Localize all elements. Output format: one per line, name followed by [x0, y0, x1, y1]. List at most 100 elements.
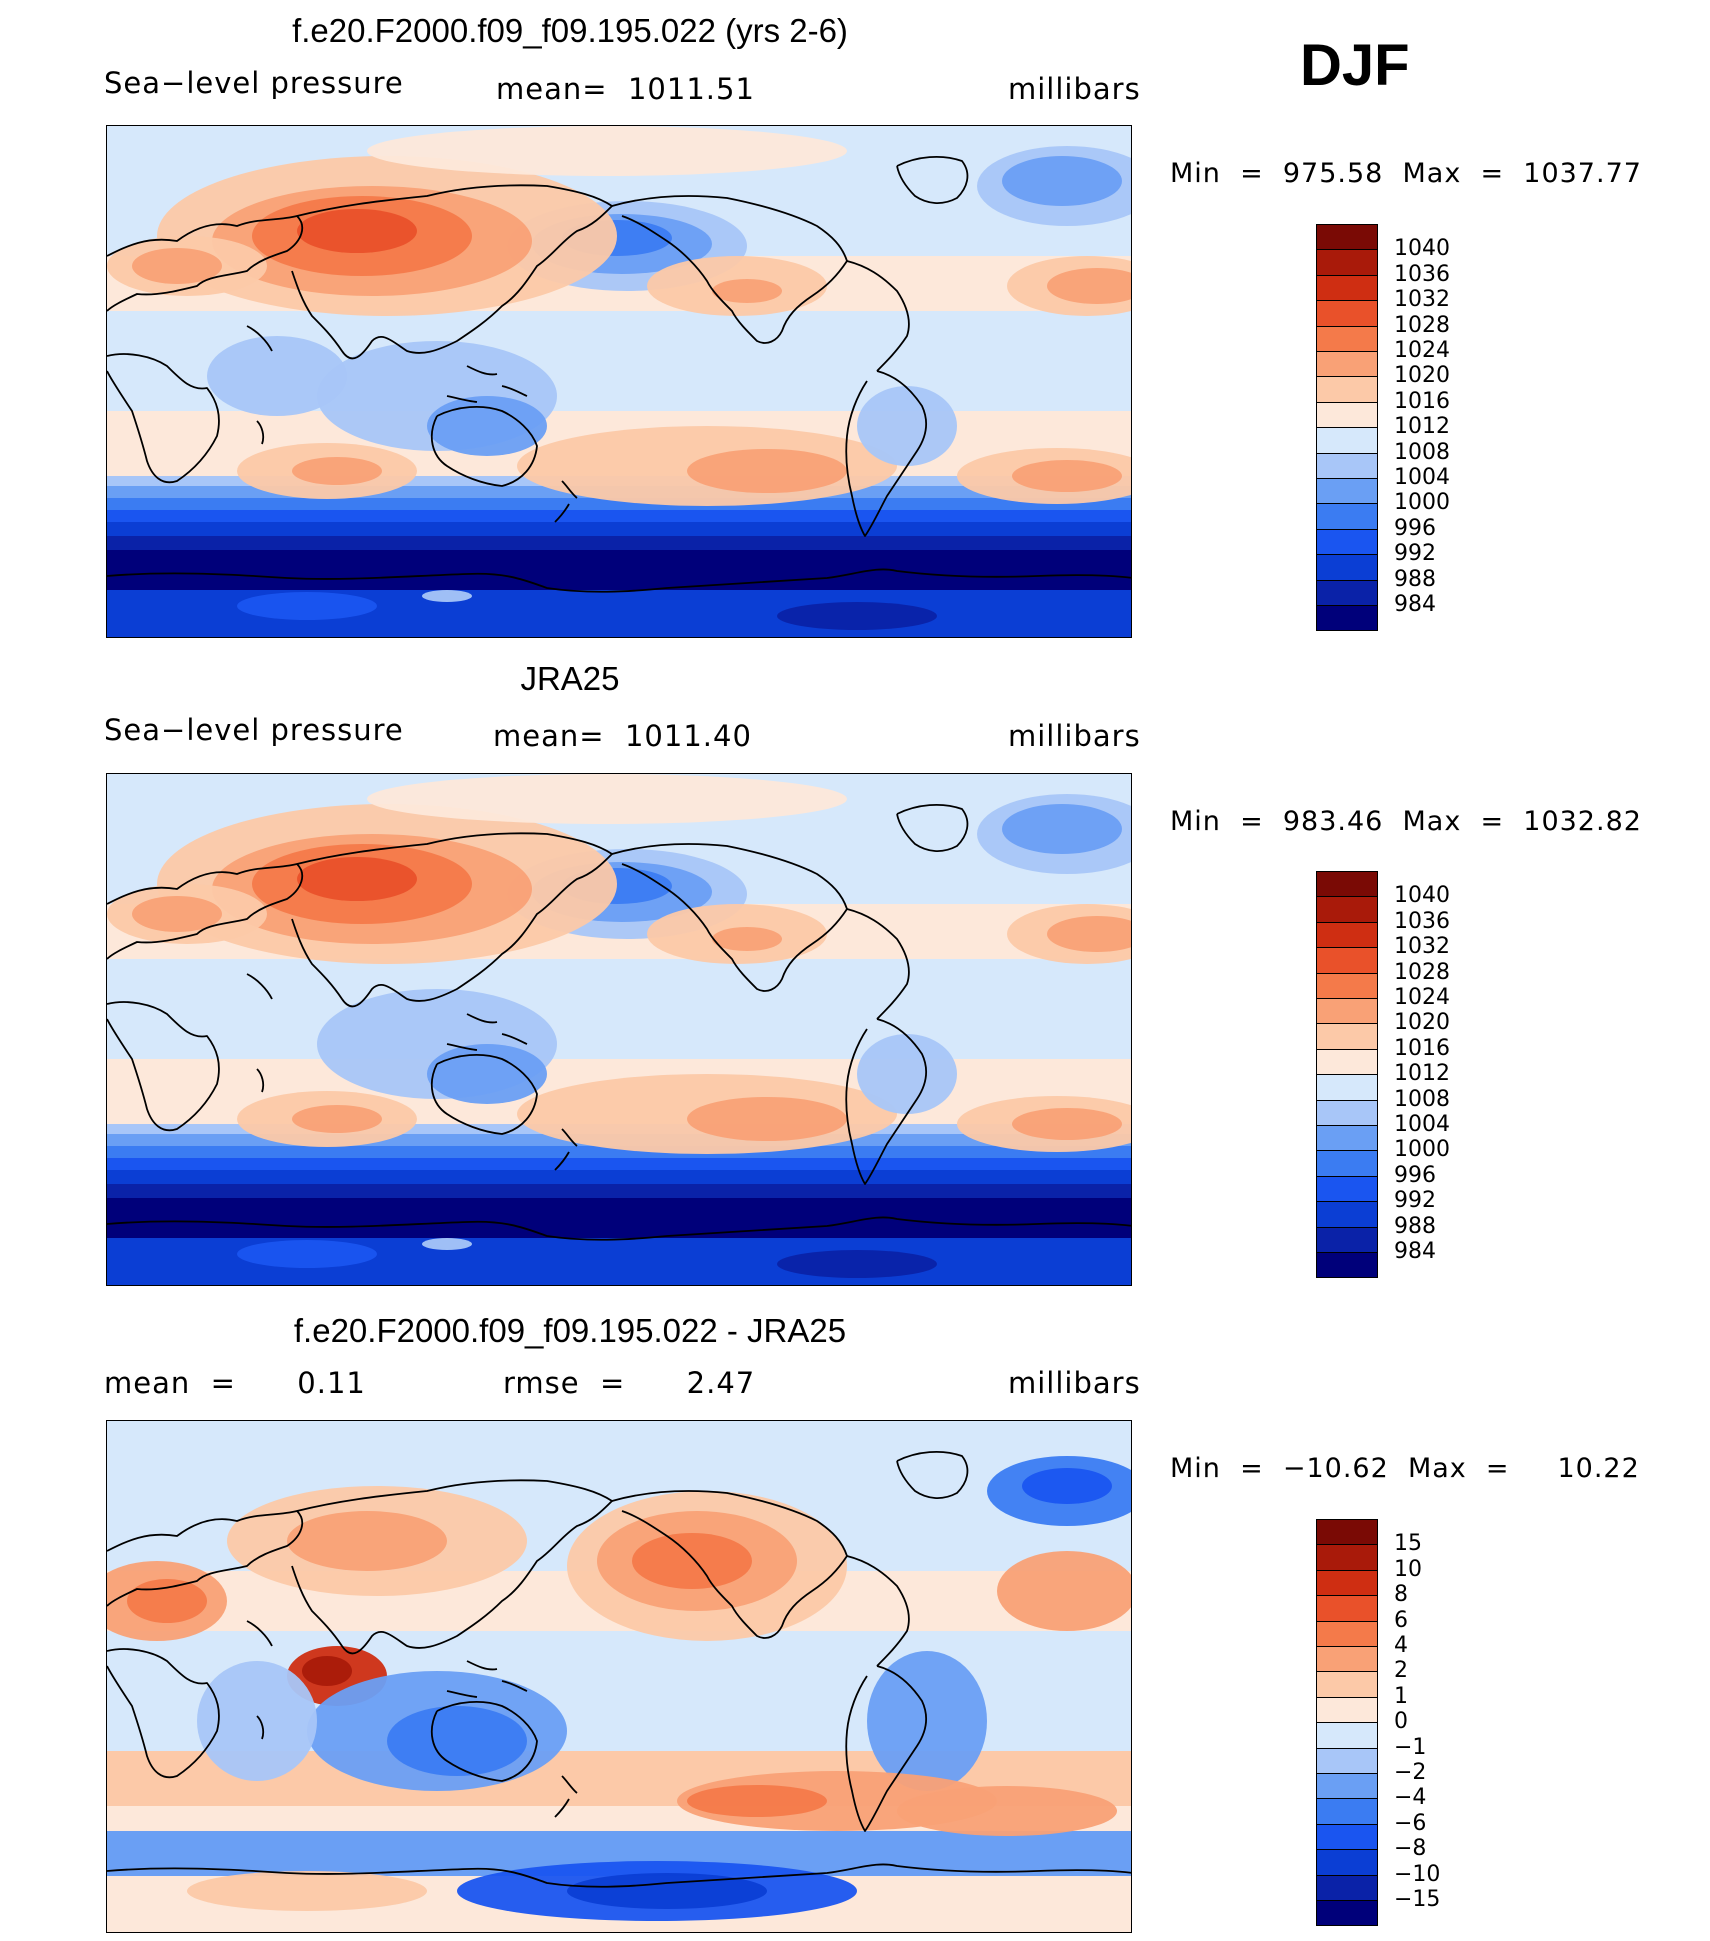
colorbar-label: 988 — [1394, 566, 1436, 592]
colorbar-label: 6 — [1394, 1607, 1408, 1633]
colorbar-swatch — [1316, 871, 1378, 898]
panel-2-mean-label: mean= 1011.40 — [493, 719, 752, 753]
colorbar-swatch — [1316, 1696, 1378, 1724]
colorbar-label: −15 — [1394, 1887, 1441, 1912]
colorbar-label: 1020 — [1394, 1010, 1450, 1036]
colorbar-label: 4 — [1394, 1633, 1408, 1658]
colorbar-label: 8 — [1394, 1582, 1408, 1608]
colorbar-label: 1000 — [1394, 1137, 1450, 1163]
panel-3-rmse-label: rmse = 2.47 — [503, 1366, 756, 1400]
colorbar-swatch — [1316, 1569, 1378, 1597]
colorbar-swatch — [1316, 605, 1378, 632]
colorbar-swatch — [1316, 1048, 1378, 1076]
colorbar-swatch — [1316, 249, 1378, 276]
panel-3-minmax: Min = −10.62 Max = 10.22 — [1170, 1453, 1640, 1484]
colorbar-label: 1012 — [1394, 414, 1450, 440]
colorbar-swatch — [1316, 376, 1378, 403]
colorbar-label: 1040 — [1394, 236, 1450, 262]
colorbar-label: −1 — [1394, 1734, 1427, 1760]
colorbar-swatch — [1316, 351, 1378, 378]
colorbar-label: 1040 — [1394, 883, 1450, 909]
panel-2-minmax: Min = 983.46 Max = 1032.82 — [1170, 806, 1642, 837]
colorbar-swatch — [1316, 1074, 1378, 1101]
colorbar-label: 996 — [1394, 1162, 1436, 1188]
colorbar-label: 1036 — [1394, 908, 1450, 934]
colorbar-label: 1028 — [1394, 959, 1450, 985]
colorbar-label: 1004 — [1394, 465, 1450, 490]
colorbar-swatch — [1316, 1849, 1378, 1876]
panel-3-title: f.e20.F2000.f09_f09.195.022 - JRA25 — [293, 1312, 847, 1349]
colorbar-swatch — [1316, 224, 1378, 251]
colorbar-swatch — [1316, 1519, 1378, 1546]
colorbar-label: 1012 — [1394, 1061, 1450, 1087]
colorbar-label: 1024 — [1394, 338, 1450, 363]
panel-1-mean-label: mean= 1011.51 — [496, 72, 755, 106]
colorbar-swatch — [1316, 1823, 1378, 1851]
season-label: DJF — [1300, 33, 1410, 98]
panel-1-minmax: Min = 975.58 Max = 1037.77 — [1170, 158, 1642, 189]
colorbar-label: 996 — [1394, 515, 1436, 541]
colorbar-swatch — [1316, 325, 1378, 352]
colorbar-swatch — [1316, 1900, 1378, 1927]
colorbar-swatch — [1316, 427, 1378, 454]
panel-1-units-label: millibars — [1008, 72, 1141, 106]
colorbar-label: 1016 — [1394, 1035, 1450, 1061]
colorbar-label: 1028 — [1394, 312, 1450, 338]
colorbar-swatch — [1316, 528, 1378, 556]
colorbar-swatch — [1316, 1722, 1378, 1749]
colorbar-label: 1 — [1394, 1683, 1408, 1709]
panel-2-title: JRA25 — [520, 660, 620, 697]
colorbar-swatch — [1316, 579, 1378, 606]
colorbar-label: 992 — [1394, 541, 1436, 567]
colorbar-label: 1036 — [1394, 261, 1450, 287]
panel-3-map — [106, 1420, 1132, 1933]
colorbar-label: 15 — [1394, 1531, 1422, 1557]
colorbar-swatch — [1316, 947, 1378, 974]
colorbar-label: −2 — [1394, 1760, 1427, 1785]
colorbar-swatch — [1316, 274, 1378, 302]
colorbar-swatch — [1316, 998, 1378, 1025]
colorbar-swatch — [1316, 1201, 1378, 1228]
colorbar-label: 1000 — [1394, 490, 1450, 516]
colorbar-label: 984 — [1394, 1239, 1436, 1264]
colorbar-swatch — [1316, 1099, 1378, 1126]
colorbar-swatch — [1316, 1150, 1378, 1177]
colorbar-swatch — [1316, 1175, 1378, 1203]
colorbar-label: 1008 — [1394, 1086, 1450, 1112]
colorbar-swatch — [1316, 1620, 1378, 1647]
panel-1-variable-label: Sea−level pressure — [104, 66, 404, 100]
colorbar-swatch — [1316, 1671, 1378, 1698]
colorbar-swatch — [1316, 1226, 1378, 1253]
colorbar-swatch — [1316, 1125, 1378, 1152]
colorbar-label: 984 — [1394, 592, 1436, 617]
colorbar-swatch — [1316, 1773, 1378, 1800]
colorbar-label: 1004 — [1394, 1112, 1450, 1137]
colorbar-label: 1020 — [1394, 363, 1450, 389]
colorbar-label: 1032 — [1394, 287, 1450, 313]
colorbar-swatch — [1316, 1747, 1378, 1774]
panel-3-units-label: millibars — [1008, 1366, 1141, 1400]
colorbar-swatch — [1316, 503, 1378, 530]
colorbar-label: 10 — [1394, 1556, 1422, 1582]
colorbar-swatch — [1316, 1595, 1378, 1622]
colorbar-label: 1032 — [1394, 934, 1450, 960]
colorbar-swatch — [1316, 1874, 1378, 1901]
colorbar-label: 2 — [1394, 1658, 1408, 1684]
colorbar-swatch — [1316, 972, 1378, 999]
colorbar-swatch — [1316, 478, 1378, 505]
colorbar-swatch — [1316, 1798, 1378, 1825]
colorbar-label: −8 — [1394, 1836, 1427, 1862]
panel-3-mean-label: mean = 0.11 — [104, 1366, 366, 1400]
panel-2-variable-label: Sea−level pressure — [104, 713, 404, 747]
panel-1-map — [106, 125, 1132, 638]
colorbar-swatch — [1316, 401, 1378, 429]
colorbar-swatch — [1316, 921, 1378, 949]
colorbar-swatch — [1316, 300, 1378, 327]
colorbar-label: −6 — [1394, 1810, 1427, 1836]
colorbar-label: 1016 — [1394, 388, 1450, 414]
colorbar-label: 1024 — [1394, 985, 1450, 1010]
colorbar-swatch — [1316, 896, 1378, 923]
colorbar-label: 1008 — [1394, 439, 1450, 465]
colorbar-swatch — [1316, 1252, 1378, 1279]
colorbar-swatch — [1316, 452, 1378, 479]
